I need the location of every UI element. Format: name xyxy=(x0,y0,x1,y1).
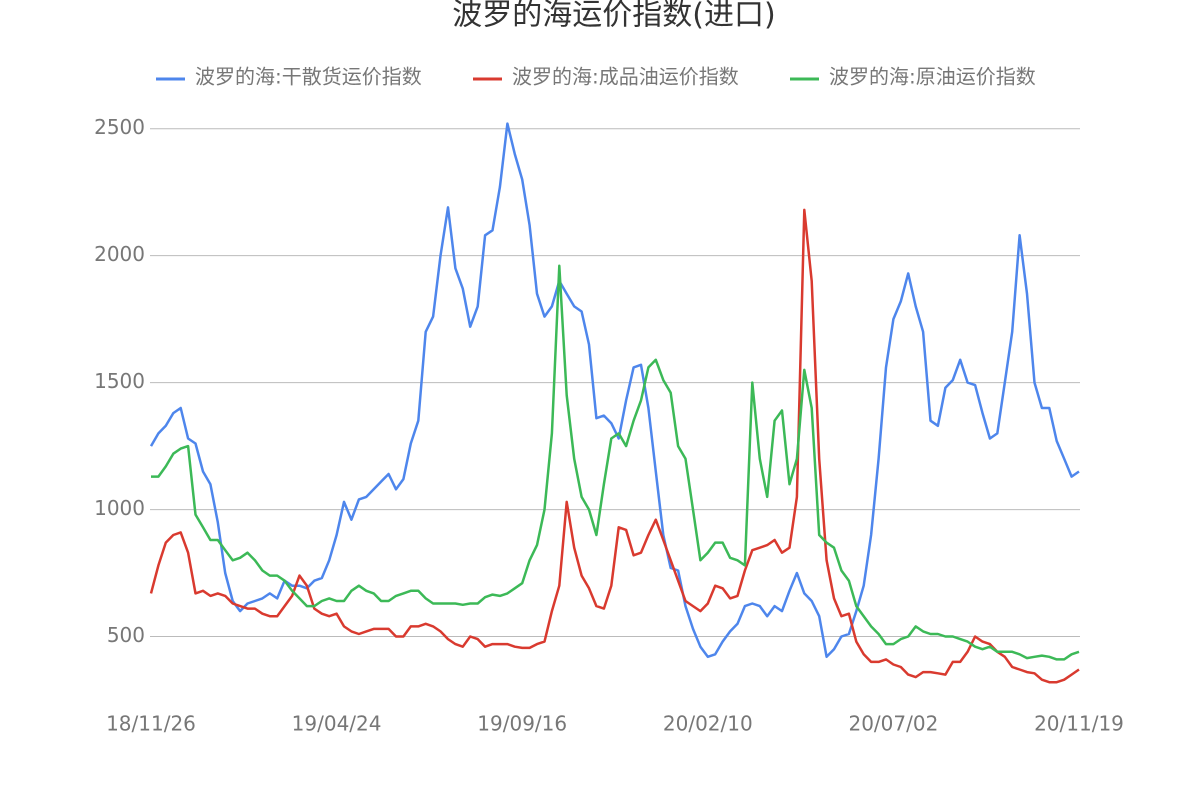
series-line xyxy=(151,264,1080,661)
y-tick-label: 500 xyxy=(107,623,145,647)
legend-label: 波罗的海:原油运价指数 xyxy=(829,65,1036,89)
legend-label: 波罗的海:干散货运价指数 xyxy=(195,65,422,89)
x-tick-label: 18/11/26 xyxy=(106,712,196,736)
legend-label: 波罗的海:成品油运价指数 xyxy=(512,65,739,89)
y-tick-label: 1500 xyxy=(94,369,145,393)
x-tick-label: 20/02/10 xyxy=(663,712,753,736)
x-tick-label: 20/07/02 xyxy=(848,712,938,736)
y-tick-label: 2500 xyxy=(94,115,145,139)
series-line xyxy=(149,208,1080,684)
x-tick-label: 19/04/24 xyxy=(292,712,382,736)
x-tick-label: 20/11/19 xyxy=(1034,712,1124,736)
chart-title: 波罗的海运价指数(进口) xyxy=(452,0,775,33)
y-tick-label: 2000 xyxy=(94,242,145,266)
x-tick-label: 19/09/16 xyxy=(477,712,567,736)
y-tick-label: 1000 xyxy=(94,496,145,520)
series-line xyxy=(149,122,1080,659)
